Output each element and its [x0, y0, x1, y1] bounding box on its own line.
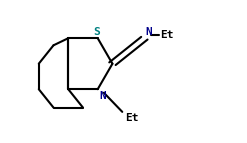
- Text: Et: Et: [125, 113, 138, 123]
- Text: N: N: [99, 91, 106, 101]
- Text: S: S: [93, 27, 100, 37]
- Text: Et: Et: [160, 30, 174, 40]
- Text: N: N: [145, 27, 152, 37]
